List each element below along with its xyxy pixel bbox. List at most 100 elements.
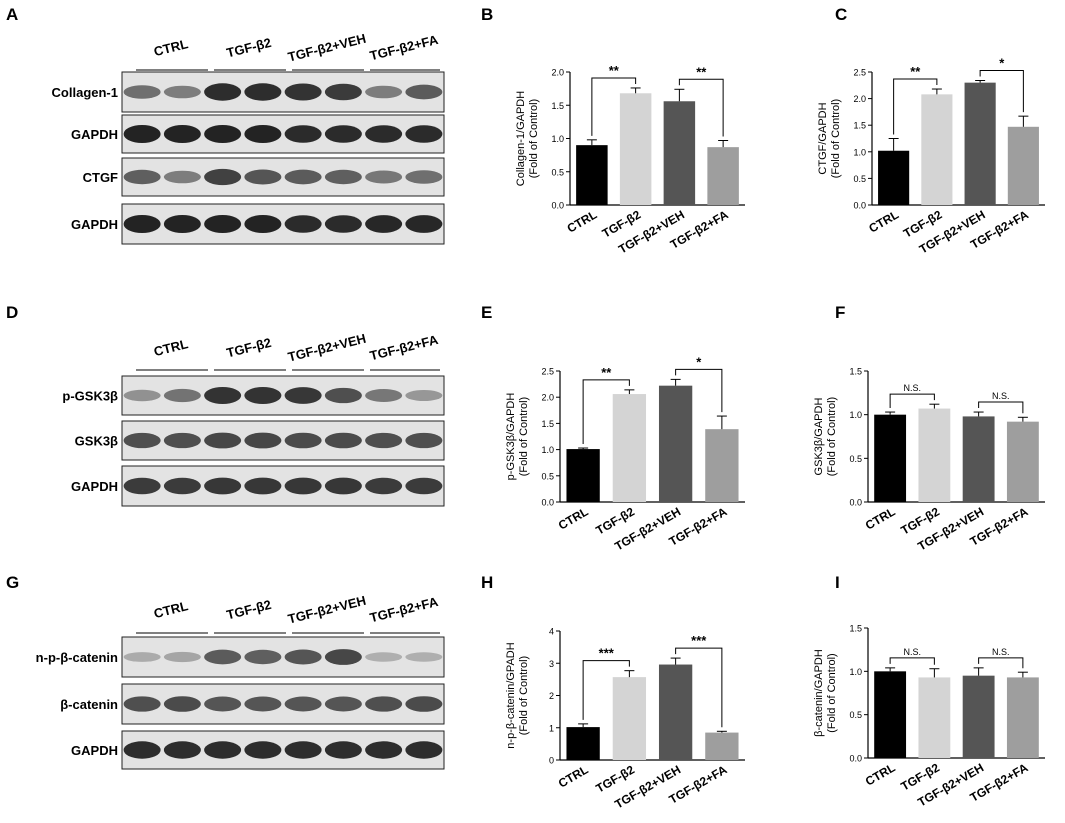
blot-band bbox=[324, 169, 362, 185]
band-label: p-GSK3β bbox=[62, 389, 118, 404]
bar bbox=[874, 414, 907, 502]
group-label: CTRL bbox=[152, 336, 189, 359]
bar-chart-F: F 0.0 0.5 1.0 1.5 GSK3β/GAPDH (Fold of Control… bbox=[813, 303, 1045, 553]
bar bbox=[705, 732, 739, 760]
y-axis-label-sub: (Fold of Control) bbox=[528, 99, 540, 178]
band-label: n-p-β-catenin bbox=[36, 650, 118, 665]
y-axis-label-sub: (Fold of Control) bbox=[518, 656, 530, 735]
bar bbox=[619, 93, 652, 205]
bar bbox=[878, 150, 910, 205]
y-tick-label: 2.5 bbox=[853, 68, 866, 78]
y-tick-label: 0.5 bbox=[853, 174, 866, 184]
blot-band bbox=[244, 477, 282, 495]
blot-band bbox=[284, 83, 322, 101]
group-label: TGF-β2+FA bbox=[368, 32, 440, 64]
y-tick-label: 1.0 bbox=[541, 445, 554, 455]
significance-bracket bbox=[582, 379, 630, 445]
y-tick-label: 0.5 bbox=[551, 167, 564, 177]
band-label: β-catenin bbox=[60, 697, 118, 712]
bar bbox=[1007, 126, 1039, 205]
group-label: CTRL bbox=[152, 36, 189, 59]
band-label: GAPDH bbox=[71, 217, 118, 232]
significance-label: ** bbox=[609, 63, 620, 78]
blot-band bbox=[204, 696, 242, 712]
significance-label: N.S. bbox=[992, 391, 1010, 401]
bar bbox=[918, 677, 951, 758]
band-label: CTGF bbox=[83, 170, 118, 185]
blot-band bbox=[163, 388, 201, 403]
blot-band bbox=[163, 125, 201, 143]
significance-label: ** bbox=[601, 365, 612, 380]
blot-band bbox=[284, 432, 322, 449]
bar bbox=[658, 664, 693, 760]
blot-band bbox=[405, 389, 443, 402]
significance-label: *** bbox=[599, 646, 615, 661]
blot-band bbox=[324, 83, 362, 101]
band-label: GAPDH bbox=[71, 743, 118, 758]
x-tick-label: CTRL bbox=[556, 504, 591, 532]
bar bbox=[874, 671, 907, 758]
bar bbox=[707, 147, 739, 205]
y-tick-label: 1 bbox=[549, 723, 554, 733]
group-label: TGF-β2+FA bbox=[368, 332, 440, 364]
significance-bracket bbox=[675, 368, 723, 413]
y-tick-label: 0.0 bbox=[541, 498, 554, 508]
y-tick-label: 0.5 bbox=[541, 471, 554, 481]
y-axis-label-sub: (Fold of Control) bbox=[826, 653, 838, 732]
panel-label: A bbox=[6, 5, 18, 24]
blot-band bbox=[123, 477, 161, 495]
blot-band bbox=[204, 125, 242, 143]
blot-band bbox=[204, 386, 242, 405]
bar bbox=[612, 394, 647, 502]
bar bbox=[566, 449, 600, 502]
y-tick-label: 1.5 bbox=[849, 367, 862, 377]
significance-label: *** bbox=[691, 633, 707, 648]
bar-chart-H: H 0 1 2 3 4 n-p-β-catenin/GPADH (Fold of Contro… bbox=[481, 573, 745, 811]
blot-band bbox=[324, 387, 362, 404]
significance-label: * bbox=[999, 56, 1005, 71]
blot-band bbox=[365, 741, 403, 759]
blot-band bbox=[284, 649, 322, 665]
y-axis-label-sub: (Fold of Control) bbox=[518, 397, 530, 476]
y-tick-label: 0.0 bbox=[551, 201, 564, 211]
bar bbox=[921, 94, 953, 205]
x-tick-label: CTRL bbox=[866, 207, 901, 235]
y-tick-label: 4 bbox=[549, 627, 554, 637]
blot-band bbox=[405, 170, 443, 184]
bar bbox=[705, 429, 739, 502]
y-tick-label: 0.5 bbox=[849, 454, 862, 464]
bar bbox=[1006, 421, 1039, 502]
significance-label: N.S. bbox=[903, 383, 921, 393]
blot-band bbox=[405, 741, 443, 759]
y-tick-label: 1.5 bbox=[853, 121, 866, 131]
group-label: TGF-β2+FA bbox=[368, 594, 440, 626]
panel-label: E bbox=[481, 303, 492, 322]
blot-band bbox=[204, 477, 242, 495]
bar bbox=[566, 727, 600, 760]
blot-band bbox=[365, 125, 403, 143]
significance-label: ** bbox=[910, 64, 921, 79]
blot-band bbox=[204, 741, 242, 759]
panel-label: G bbox=[6, 573, 19, 592]
x-tick-label: CTRL bbox=[556, 762, 591, 790]
blot-band bbox=[405, 477, 443, 495]
blot-band bbox=[244, 649, 282, 665]
y-tick-label: 1.0 bbox=[849, 410, 862, 420]
group-label: TGF-β2 bbox=[225, 35, 273, 61]
blot-band bbox=[405, 696, 443, 712]
y-tick-label: 1.0 bbox=[853, 147, 866, 157]
y-axis-label: GSK3β/GAPDH bbox=[813, 398, 825, 476]
group-label: TGF-β2 bbox=[225, 335, 273, 361]
blot-band bbox=[123, 389, 161, 402]
blot-band bbox=[405, 432, 443, 449]
blot-panel-D: D CTRL TGF-β2 TGF-β2+VEH TGF-β2+FA p-GSK3β GSK… bbox=[6, 303, 445, 507]
blot-band bbox=[324, 215, 362, 233]
bar bbox=[1006, 677, 1039, 758]
blot-band bbox=[365, 432, 403, 449]
band-label: GAPDH bbox=[71, 127, 118, 142]
significance-bracket bbox=[678, 78, 724, 137]
blot-band bbox=[163, 215, 201, 233]
y-tick-label: 0 bbox=[549, 756, 554, 766]
blot-band bbox=[365, 477, 403, 495]
blot-band bbox=[284, 477, 322, 495]
